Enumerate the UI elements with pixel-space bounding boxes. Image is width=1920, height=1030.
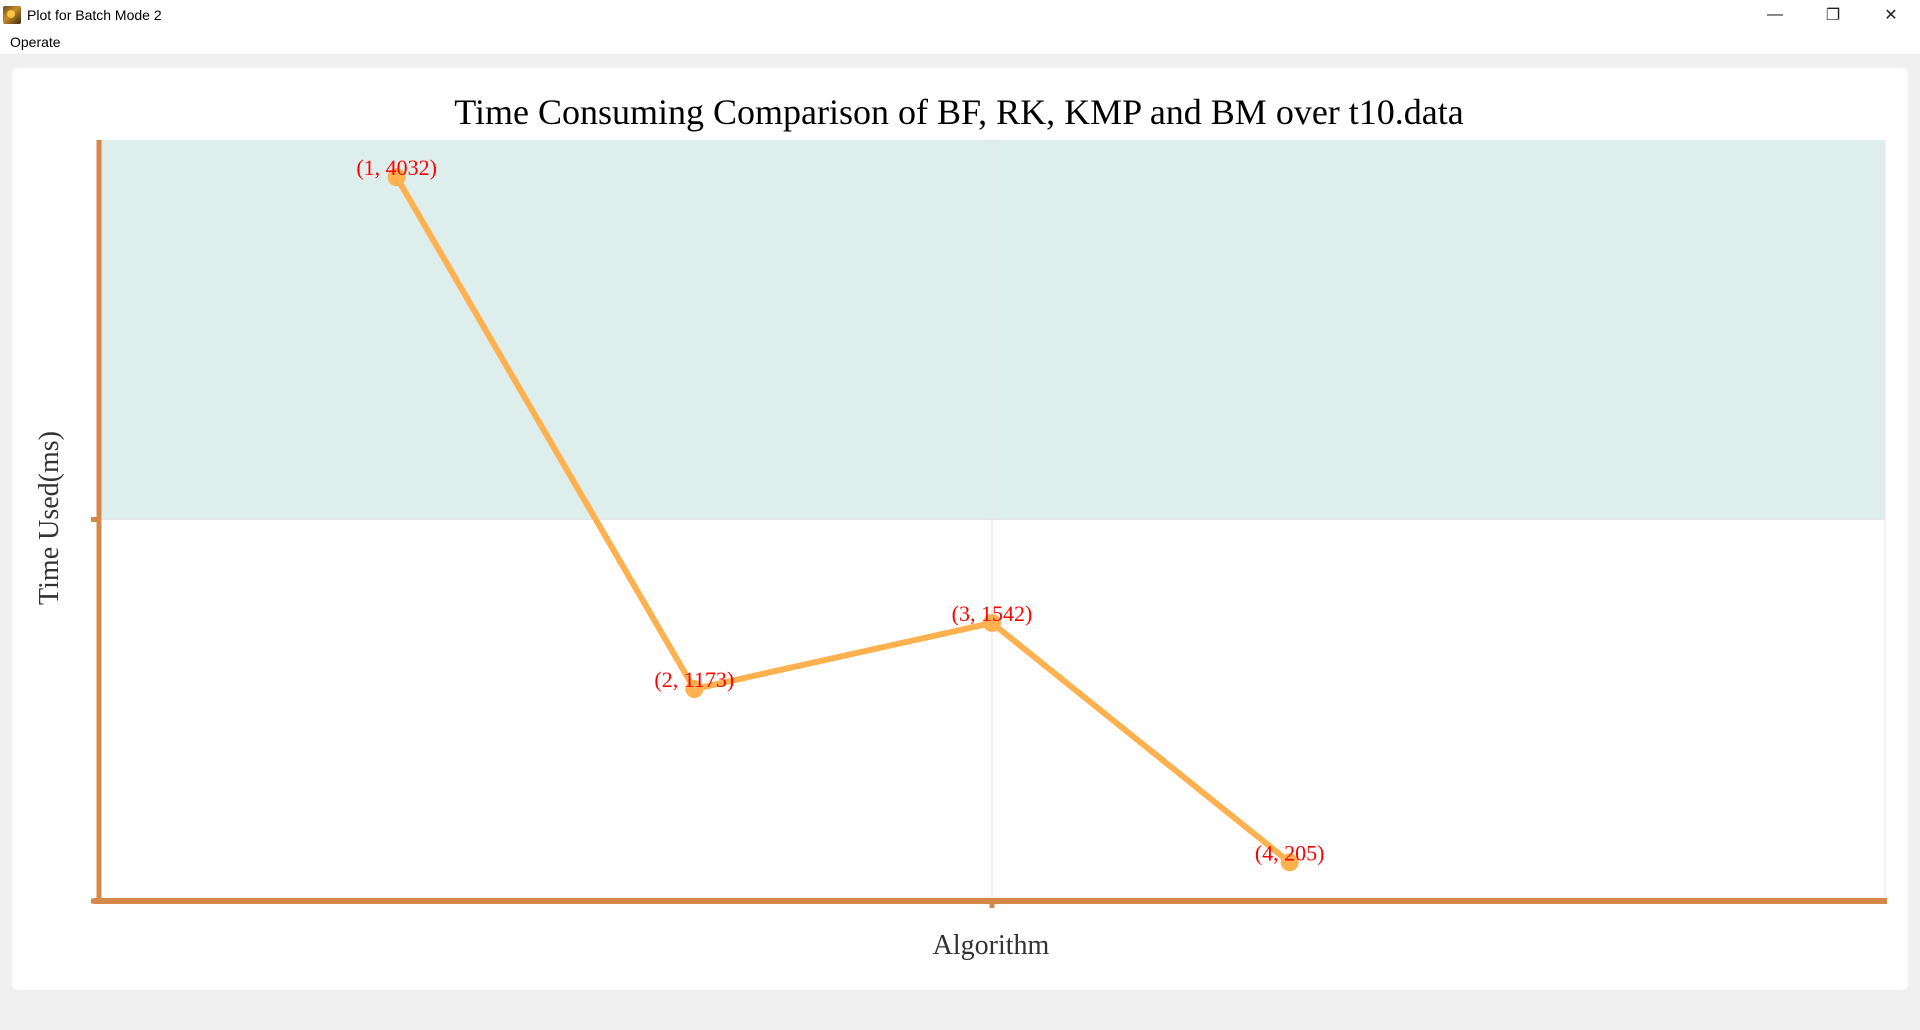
x-axis-label: Algorithm (933, 930, 1050, 961)
restore-icon[interactable]: ❐ (1825, 7, 1841, 24)
data-points (387, 168, 1299, 872)
data-point (685, 680, 704, 699)
data-label: (1, 4032) (356, 155, 437, 180)
menu-bar: Operate (0, 30, 1920, 54)
chart-title: Time Consuming Comparison of BF, RK, KMP… (454, 92, 1464, 132)
data-point (387, 168, 406, 187)
window-title: Plot for Batch Mode 2 (27, 7, 162, 23)
data-point (983, 613, 1001, 632)
series-line (393, 174, 1293, 866)
line-chart: (1, 4032) (2, 1173) (3, 1542) (4, 205) Time… (34, 92, 1887, 961)
data-labels: (1, 4032) (2, 1173) (3, 1542) (4, 205) (356, 155, 1324, 865)
close-icon[interactable]: ✕ (1884, 7, 1898, 24)
menu-item-operate[interactable]: Operate (10, 34, 61, 50)
y-axis-label: Time Used(ms) (34, 431, 65, 605)
title-bar: Plot for Batch Mode 2 — ❐ ✕ (0, 0, 1920, 30)
data-label: (2, 1173) (654, 667, 734, 692)
data-point (1280, 853, 1299, 872)
data-label: (4, 205) (1255, 840, 1325, 865)
app-icon (3, 6, 21, 24)
window-controls: — ❐ ✕ (1746, 0, 1920, 30)
data-label: (3, 1542) (952, 601, 1033, 626)
chart-panel: (1, 4032) (2, 1173) (3, 1542) (4, 205) Time… (12, 68, 1908, 990)
minimize-icon[interactable]: — (1767, 6, 1783, 23)
